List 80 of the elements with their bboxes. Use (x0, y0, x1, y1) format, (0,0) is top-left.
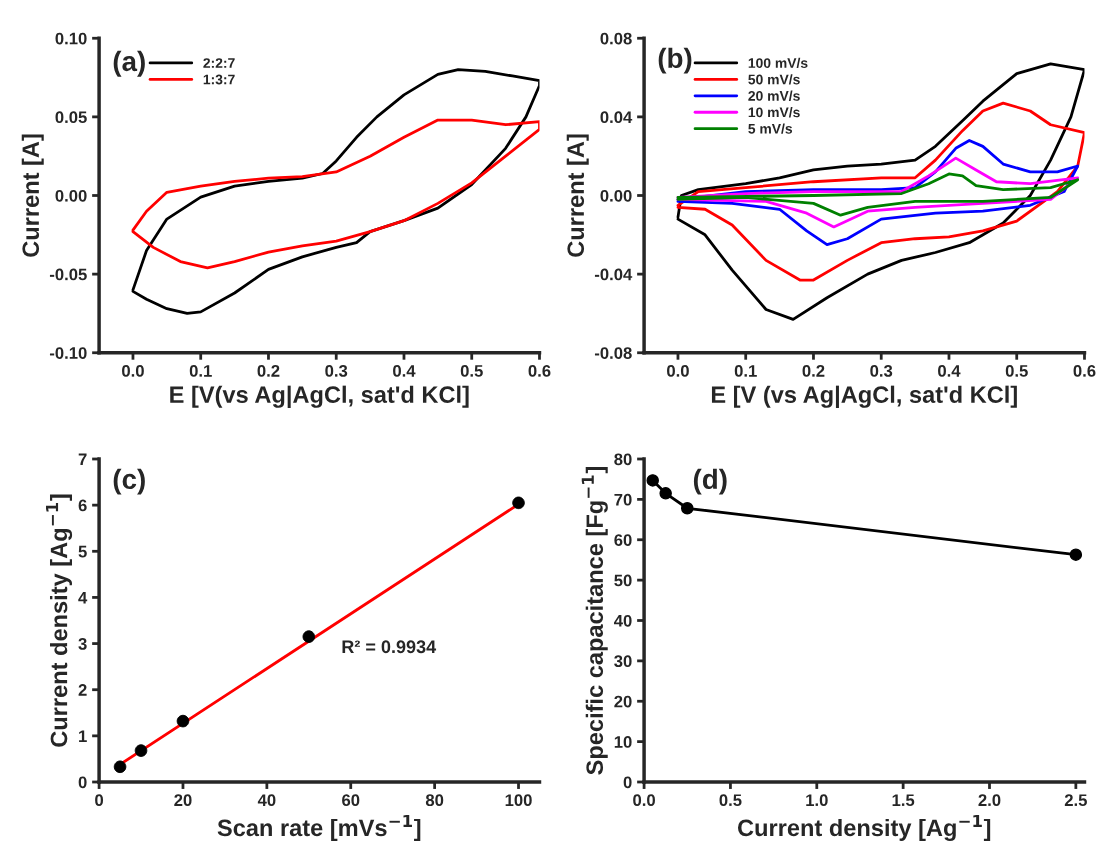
y-tick-label: -0.08 (594, 347, 632, 359)
x-axis-title: Current density [Ag$^{−1}$] (737, 814, 991, 841)
y-tick-label: 0 (78, 776, 87, 789)
annotation: R² = 0.9934 (342, 640, 437, 654)
legend-label: 1:3:7 (203, 74, 235, 85)
legend-label: 5 mV/s (748, 123, 793, 134)
y-tick-label: 0 (623, 776, 632, 789)
x-tick-label: 40 (257, 794, 276, 807)
y-tick-label: -0.05 (49, 268, 87, 281)
x-tick-label: 1.5 (892, 794, 915, 807)
x-tick-label: 0.0 (667, 365, 689, 377)
x-tick-label: 60 (342, 794, 360, 807)
x-tick-label: 2.5 (1064, 794, 1087, 807)
x-tick-label: 0.2 (257, 365, 280, 377)
x-tick-label: 0.5 (719, 794, 742, 807)
x-tick-label: 1.0 (806, 794, 828, 807)
x-tick-label: 0.0 (122, 365, 144, 377)
x-tick-label: 2.0 (978, 794, 1001, 807)
y-tick-label: 5 (78, 545, 87, 558)
y-tick-label: 0.08 (600, 32, 632, 45)
x-tick-label: 0.6 (528, 365, 551, 377)
y-tick-label: 20 (614, 695, 632, 708)
y-tick-label: 10 (614, 736, 632, 748)
y-axis-title: Specific capacitance [Fg$^{−1}$] (581, 467, 608, 775)
y-tick-label: 0.04 (600, 111, 633, 124)
x-tick-label: 0.5 (1005, 365, 1028, 377)
y-axis-title: Current density [Ag$^{−1}$] (46, 494, 73, 747)
y-tick-label: 60 (614, 534, 632, 546)
point (681, 502, 694, 515)
x-tick-label: 0.1 (189, 365, 212, 377)
x-tick-label: 0.4 (938, 365, 961, 377)
y-tick-label: 3 (78, 637, 87, 650)
legend-label: 100 mV/s (748, 57, 808, 69)
line-series (676, 172, 1080, 217)
y-tick-label: 6 (78, 499, 87, 512)
y-tick-label: 4 (78, 592, 88, 604)
annotation: (a) (113, 50, 145, 77)
x-tick-label: 20 (174, 794, 192, 807)
x-axis-title: E [V(vs Ag|AgCl, sat'd KCl] (170, 385, 469, 408)
line-series (676, 101, 1085, 282)
y-tick-label: 40 (614, 614, 632, 627)
y-tick-label: 2 (78, 684, 87, 696)
annotation: (d) (693, 468, 727, 495)
x-tick-label: 0.6 (1073, 365, 1096, 377)
y-tick-label: 7 (78, 453, 87, 466)
y-tick-label: 0.10 (55, 32, 87, 45)
annotation: (b) (658, 47, 692, 74)
x-tick-label: 0 (95, 794, 104, 807)
x-axis-title: Scan rate [mVs$^{−1}$] (217, 814, 421, 841)
annotation: (c) (113, 468, 145, 495)
y-tick-label: 70 (614, 493, 632, 506)
legend-label: 2:2:7 (203, 58, 235, 68)
y-axis-title: Current [A] (566, 134, 589, 257)
legend-label: 50 mV/s (748, 74, 800, 85)
line-series (131, 118, 540, 270)
x-tick-label: 0.2 (802, 365, 825, 377)
y-tick-label: 1 (79, 730, 87, 742)
x-tick-label: 0.3 (870, 365, 893, 377)
x-tick-label: 0.4 (393, 365, 416, 377)
y-tick-label: 0.00 (55, 189, 87, 202)
point (1069, 548, 1083, 561)
y-tick-label: 0.05 (55, 111, 87, 124)
y-tick-label: -0.10 (49, 347, 87, 359)
x-tick-label: 0.3 (325, 365, 348, 377)
x-tick-label: 0.0 (633, 794, 655, 807)
legend-label: 10 mV/s (748, 107, 800, 118)
x-tick-label: 0.5 (460, 365, 483, 377)
point (659, 487, 672, 500)
y-tick-label: -0.04 (594, 268, 633, 281)
x-tick-label: 80 (425, 794, 444, 807)
y-tick-label: 50 (614, 574, 632, 587)
y-axis-title: Current [A] (21, 134, 44, 257)
x-axis-title: E [V (vs Ag|AgCl, sat'd KCl] (711, 385, 1017, 408)
x-tick-label: 100 (505, 794, 532, 807)
y-tick-label: 80 (614, 453, 632, 466)
y-tick-label: 0.00 (600, 189, 632, 202)
legend-label: 20 mV/s (748, 90, 800, 101)
y-tick-label: 30 (614, 655, 632, 668)
point (646, 474, 659, 487)
x-tick-label: 0.1 (734, 365, 757, 377)
